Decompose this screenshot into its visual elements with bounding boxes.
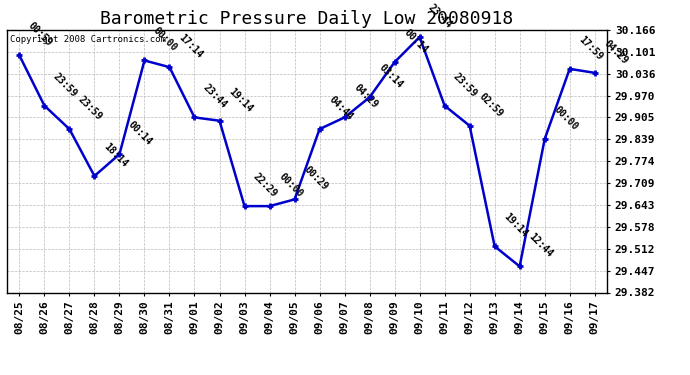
- Text: 00:00: 00:00: [151, 26, 179, 54]
- Text: 00:59: 00:59: [26, 21, 55, 48]
- Text: 00:00: 00:00: [277, 171, 304, 199]
- Text: 04:29: 04:29: [602, 38, 629, 66]
- Text: 04:29: 04:29: [351, 82, 380, 111]
- Text: 23:59: 23:59: [451, 71, 480, 99]
- Text: 23:44: 23:44: [426, 2, 455, 30]
- Text: 23:44: 23:44: [201, 82, 229, 111]
- Text: 04:44: 04:44: [326, 94, 355, 122]
- Text: 23:59: 23:59: [77, 94, 104, 122]
- Text: 12:44: 12:44: [526, 232, 555, 260]
- Text: 23:59: 23:59: [51, 71, 79, 99]
- Text: 00:29: 00:29: [302, 165, 329, 192]
- Text: 22:29: 22:29: [251, 171, 279, 199]
- Text: 17:14: 17:14: [177, 32, 204, 60]
- Text: 19:14: 19:14: [226, 86, 255, 114]
- Text: 19:14: 19:14: [502, 211, 529, 239]
- Text: 00:00: 00:00: [551, 104, 580, 132]
- Text: 00:14: 00:14: [126, 119, 155, 147]
- Text: 17:59: 17:59: [577, 34, 604, 62]
- Text: Copyright 2008 Cartronics.com: Copyright 2008 Cartronics.com: [10, 35, 166, 44]
- Text: 03:14: 03:14: [377, 63, 404, 90]
- Text: 00:14: 00:14: [402, 27, 429, 55]
- Title: Barometric Pressure Daily Low 20080918: Barometric Pressure Daily Low 20080918: [101, 10, 513, 28]
- Text: 18:14: 18:14: [101, 141, 129, 169]
- Text: 02:59: 02:59: [477, 91, 504, 119]
